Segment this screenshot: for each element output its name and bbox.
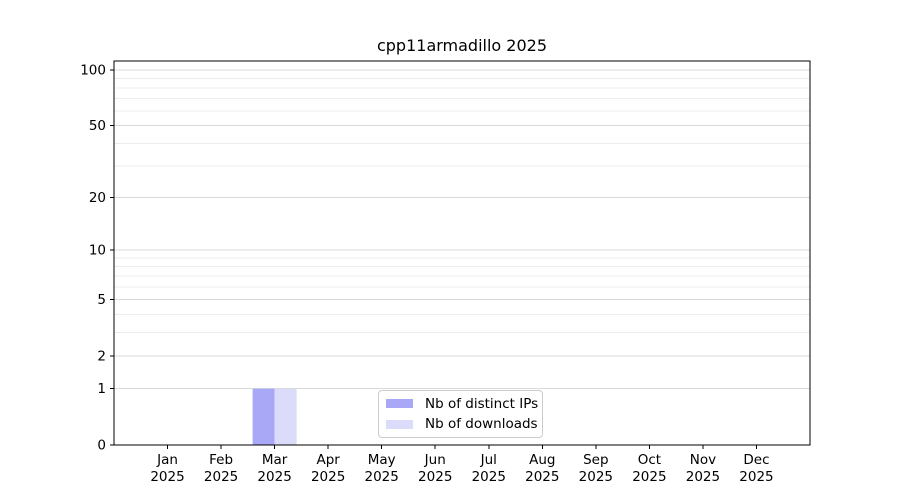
chart-title: cpp11armadillo 2025 — [376, 36, 548, 55]
x-tick-label-month: Sep — [583, 452, 608, 468]
x-tick-label-year: 2025 — [365, 469, 399, 485]
x-tick-label-year: 2025 — [150, 469, 184, 485]
y-tick-label: 2 — [97, 348, 106, 364]
y-tick-label: 20 — [89, 190, 106, 206]
x-tick-label-month: Dec — [743, 452, 769, 468]
x-tick-label-year: 2025 — [472, 469, 506, 485]
legend-label-distinct-ips: Nb of distinct IPs — [425, 395, 539, 412]
x-tick-label-year: 2025 — [739, 469, 773, 485]
bar-nb-of-distinct-ips-mar — [252, 388, 275, 445]
x-tick-label-month: Jul — [480, 452, 497, 468]
x-tick-label-month: Apr — [316, 452, 340, 468]
x-tick-label-year: 2025 — [204, 469, 238, 485]
x-tick-label-month: Nov — [690, 452, 716, 468]
x-tick-label-month: Jun — [424, 452, 446, 468]
y-tick-label: 10 — [89, 243, 106, 259]
x-tick-label-year: 2025 — [418, 469, 452, 485]
x-tick-label-year: 2025 — [525, 469, 559, 485]
legend-label-downloads: Nb of downloads — [425, 416, 538, 433]
plot-spines — [113, 60, 811, 446]
x-tick-label-month: Oct — [638, 452, 661, 468]
legend-item-downloads: Nb of downloads — [385, 415, 538, 434]
legend-item-distinct-ips: Nb of distinct IPs — [385, 394, 539, 413]
legend-swatch-distinct-ips — [386, 399, 413, 409]
x-tick-label-year: 2025 — [311, 469, 345, 485]
x-tick-label-month: Mar — [262, 452, 288, 468]
y-tick-label: 0 — [97, 438, 106, 454]
y-tick-label: 1 — [97, 381, 106, 397]
x-tick-label-year: 2025 — [632, 469, 666, 485]
x-tick-label-month: Aug — [529, 452, 555, 468]
y-tick-label: 50 — [89, 118, 106, 134]
y-tick-label: 100 — [80, 63, 106, 79]
x-tick-label-year: 2025 — [257, 469, 291, 485]
legend: Nb of distinct IPs Nb of downloads — [378, 390, 543, 438]
x-tick-label-year: 2025 — [686, 469, 720, 485]
bar-nb-of-downloads-mar — [274, 388, 297, 445]
y-tick-label: 5 — [97, 292, 106, 308]
x-tick-label-month: Jan — [156, 452, 178, 468]
x-tick-label-year: 2025 — [579, 469, 613, 485]
x-tick-label-month: May — [368, 452, 396, 468]
x-tick-label-month: Feb — [209, 452, 233, 468]
legend-swatch-downloads — [386, 419, 413, 429]
